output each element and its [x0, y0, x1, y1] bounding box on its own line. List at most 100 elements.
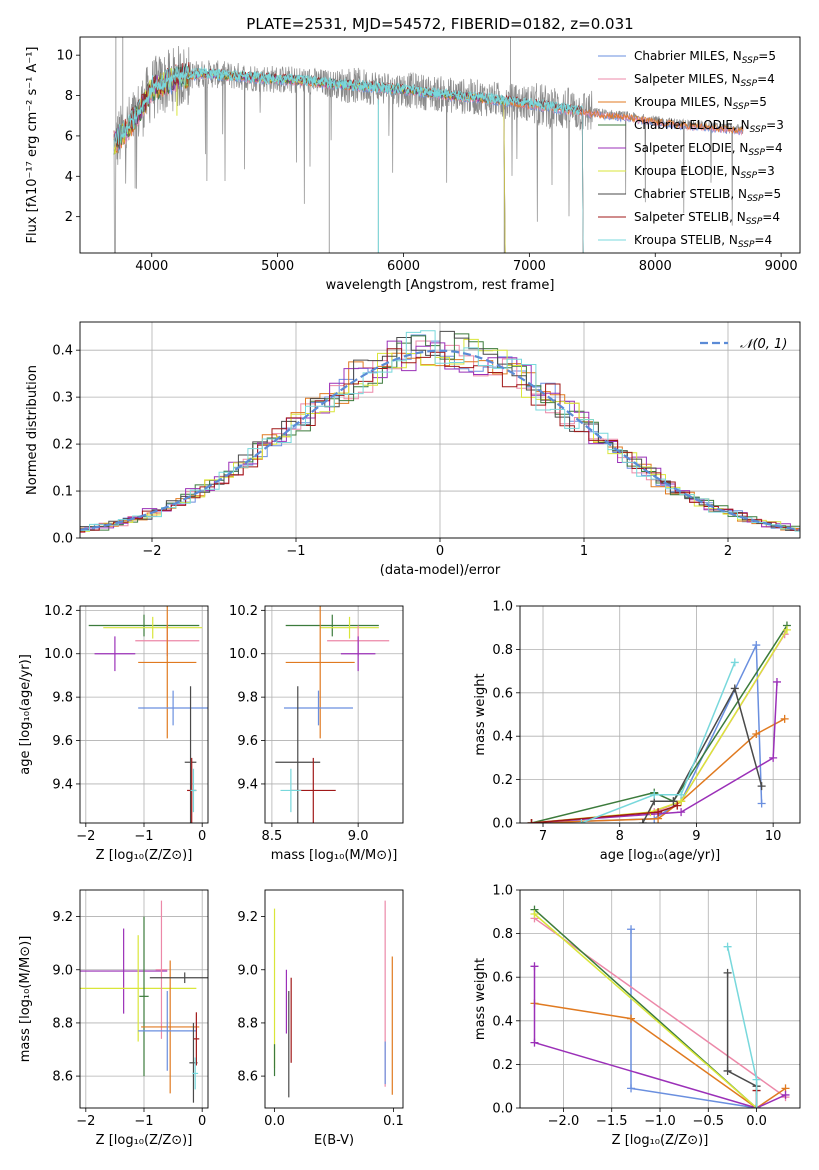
x-tick-label: 10	[765, 829, 782, 844]
x-tick-label: −2	[76, 1114, 95, 1129]
plot-area	[113, 37, 744, 253]
y-tick-label: 0.1	[52, 485, 73, 500]
y-tick-label: 2	[65, 210, 73, 225]
y-tick-label: 0.4	[492, 730, 513, 745]
errorbar-point	[139, 916, 149, 1077]
x-tick-label: −2	[142, 544, 161, 559]
y-axis-label: mass [log₁₀(M/M⊙)]	[18, 936, 33, 1063]
x-axis-label: Z [log₁₀(Z/Z⊙)]	[96, 848, 193, 863]
weight-marker	[577, 819, 586, 823]
weight-line-chabrier-miles	[630, 929, 757, 1108]
x-tick-label: 1	[580, 544, 588, 559]
y-tick-label: 9.4	[237, 777, 258, 792]
y-tick-label: 10.0	[229, 647, 258, 662]
plot-area	[273, 900, 393, 1098]
y-tick-label: 9.6	[237, 734, 258, 749]
weight-line-salpeter-miles	[534, 917, 786, 1098]
panel-age_vs_Z: −2 −1 0 9.4 9.6 9.8 10.0 10.2 Z [log₁₀(Z/Z⊙)] age…	[18, 604, 209, 863]
axes-frame	[79, 321, 801, 539]
legend: Chabrier MILES, NSSP=5 Salpeter MILES, NS…	[598, 49, 784, 250]
legend-entry: Kroupa ELODIE, NSSP=3	[634, 164, 775, 181]
y-tick-label: 10.0	[44, 647, 73, 662]
weight-line-chabrier-stelib	[726, 972, 758, 1108]
y-tick-label: 0.4	[52, 344, 73, 359]
x-tick-label: 6000	[387, 259, 420, 274]
weight-marker	[752, 1104, 761, 1108]
weight-marker	[677, 790, 686, 799]
x-axis-label: E(B-V)	[314, 1133, 354, 1148]
x-tick-label: 0.1	[383, 1114, 404, 1129]
weight-marker	[627, 925, 636, 934]
figure-title: PLATE=2531, MJD=54572, FIBERID=0182, z=0…	[246, 15, 633, 33]
histogram-kroupa-elodie	[80, 338, 800, 532]
y-axis-label: Flux [fλ10⁻¹⁷ erg cm⁻² s⁻¹ A⁻¹]	[25, 47, 40, 244]
x-tick-label: 4000	[135, 259, 168, 274]
y-axis-label: Normed distribution	[25, 365, 40, 495]
errorbar-point	[155, 900, 168, 1039]
axes-frame	[519, 889, 801, 1109]
legend: 𝒩(0, 1)	[700, 337, 787, 352]
axes-frame	[79, 36, 801, 254]
y-tick-label: 0.3	[52, 391, 73, 406]
weight-marker	[627, 1084, 636, 1093]
grid-lines	[520, 889, 800, 1109]
x-axis-label: age [log₁₀(age/yr)]	[600, 848, 721, 863]
errorbar-point	[141, 960, 200, 1094]
weight-marker	[677, 808, 686, 817]
histogram-chabrier-stelib	[80, 330, 800, 534]
y-tick-label: 9.2	[52, 910, 73, 925]
plot-area	[530, 905, 790, 1108]
weight-marker	[781, 1090, 790, 1099]
legend-entry: Chabrier STELIB, NSSP=5	[634, 187, 781, 204]
x-tick-label: 5000	[261, 259, 294, 274]
legend-entry: Kroupa MILES, NSSP=5	[634, 95, 767, 112]
weight-marker	[627, 1014, 636, 1023]
y-tick-label: 9.4	[52, 777, 73, 792]
y-tick-label: 0.8	[492, 927, 513, 942]
weight-line-kroupa-miles	[534, 1002, 786, 1108]
x-tick-label: −2	[76, 829, 95, 844]
weight-marker	[757, 782, 766, 791]
plot-area	[275, 606, 390, 823]
y-axis-label: mass weight	[473, 958, 488, 1040]
weight-line-salpeter-elodie	[531, 681, 778, 823]
weight-marker	[757, 799, 766, 808]
legend-entry: 𝒩(0, 1)	[740, 337, 787, 352]
weight-marker	[638, 819, 647, 823]
x-tick-label: −1.0	[644, 1114, 676, 1129]
weight-marker	[769, 753, 778, 762]
y-tick-label: 9.0	[237, 963, 258, 978]
y-tick-label: 8.6	[52, 1070, 73, 1085]
weight-marker	[723, 968, 732, 977]
y-axis-label: age [log₁₀(age/yr)]	[18, 654, 33, 775]
x-axis-label: Z [log₁₀(Z/Z⊙)]	[96, 1133, 193, 1148]
panel-weight_vs_Z: −2.0 −1.5 −1.0 −0.5 0.0 0.0 0.2 0.4 0.6 0.8 1.0 Z […	[473, 884, 801, 1148]
x-axis-label: wavelength [Angstrom, rest frame]	[326, 278, 555, 293]
x-tick-label: 9000	[765, 259, 798, 274]
x-tick-label: 7000	[513, 259, 546, 274]
y-tick-label: 9.0	[52, 963, 73, 978]
errorbar-point	[320, 616, 379, 639]
weight-marker	[730, 658, 739, 667]
y-tick-label: 0.6	[492, 686, 513, 701]
errorbar-point	[184, 686, 197, 823]
errorbar-point	[285, 614, 379, 637]
weight-marker	[780, 714, 789, 723]
axes-frame	[264, 605, 404, 824]
weight-line-chabrier-elodie	[531, 625, 788, 823]
weight-marker	[752, 730, 761, 739]
legend-entry: Chabrier ELODIE, NSSP=3	[634, 118, 784, 135]
legend-entry: Kroupa STELIB, NSSP=4	[634, 233, 772, 250]
weight-marker	[723, 942, 732, 951]
x-tick-label: −0.5	[692, 1114, 724, 1129]
weight-marker	[782, 625, 791, 634]
weight-marker	[730, 684, 739, 693]
x-axis-label: Z [log₁₀(Z/Z⊙)]	[612, 1133, 709, 1148]
errorbar-point	[94, 636, 136, 672]
weight-marker	[752, 641, 761, 650]
errorbar-point	[80, 928, 168, 1014]
grid-lines	[80, 606, 208, 823]
y-axis-label: mass weight	[473, 673, 488, 755]
axes-frame	[79, 605, 209, 824]
